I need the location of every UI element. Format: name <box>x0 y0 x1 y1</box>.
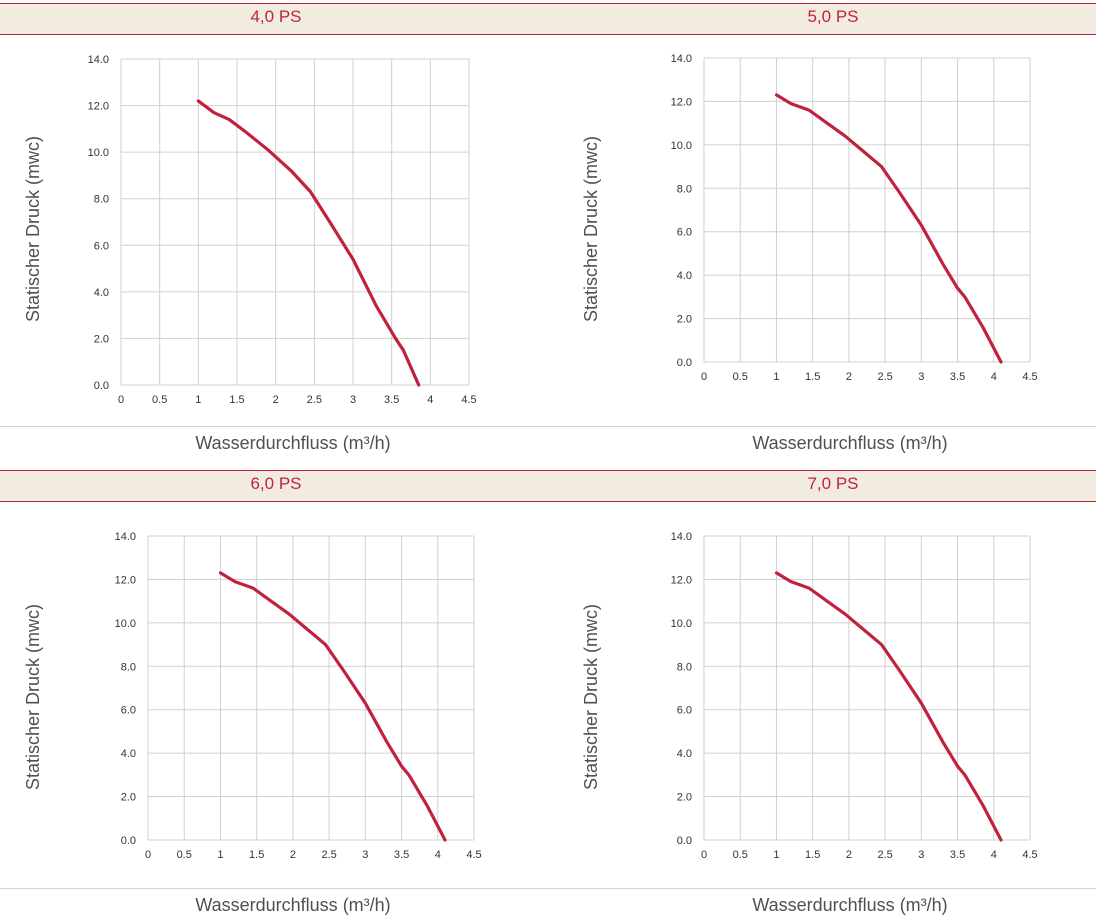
x-tick-label-4ps: 0.5 <box>152 394 167 406</box>
chart-title-5ps: 5,0 PS <box>807 7 859 26</box>
chart-row-1: 4,0 PS 5,0 PS Statischer Druck (mwc) Sta… <box>0 0 1096 458</box>
x-tick-label-5ps: 4.5 <box>1022 371 1037 383</box>
x-tick-label-4ps: 4.5 <box>461 394 476 406</box>
x-tick-label-5ps: 2.5 <box>877 371 892 383</box>
x-tick-label-5ps: 0 <box>701 371 707 383</box>
y-tick-label-5ps: 10.0 <box>671 140 692 152</box>
x-tick-label-4ps: 0 <box>118 394 124 406</box>
y-tick-label-7ps: 12.0 <box>671 574 692 586</box>
y-tick-label-4ps: 12.0 <box>88 101 109 113</box>
y-tick-label-4ps: 10.0 <box>88 147 109 159</box>
chart-7ps: 0 0.5 1 1.5 2 2.5 3 3.5 4 4.5 0.0 2.0 4.0 6.0 8.0 10.0 1… <box>671 531 1038 861</box>
x-tick-label-4ps: 3 <box>350 394 356 406</box>
x-tick-label-6ps: 3 <box>362 849 368 861</box>
y-tick-label-6ps: 14.0 <box>115 531 136 543</box>
x-tick-label-4ps: 3.5 <box>384 394 399 406</box>
x-tick-label-6ps: 4.5 <box>466 849 481 861</box>
x-tick-label-7ps: 0 <box>701 849 707 861</box>
chart-5ps: 0 0.5 1 1.5 2 2.5 3 3.5 4 4.5 0.0 2.0 4.0 6.0 8.0 10.0 1… <box>671 53 1038 383</box>
chart-row-2: 6,0 PS 7,0 PS Statischer Druck (mwc) Sta… <box>0 458 1096 917</box>
y-tick-label-5ps: 12.0 <box>671 96 692 108</box>
y-tick-label-5ps: 4.0 <box>677 270 692 282</box>
y-tick-label-4ps: 8.0 <box>94 194 109 206</box>
y-tick-label-7ps: 6.0 <box>677 705 692 717</box>
x-tick-label-7ps: 4.5 <box>1022 849 1037 861</box>
y-tick-label-5ps: 14.0 <box>671 53 692 65</box>
x-tick-label-6ps: 1 <box>217 849 223 861</box>
x-tick-label-5ps: 3.5 <box>950 371 965 383</box>
y-tick-label-6ps: 4.0 <box>121 748 136 760</box>
x-axis-title-6ps: Wasserdurchfluss (m³/h) <box>195 895 391 915</box>
x-tick-label-6ps: 3.5 <box>394 849 409 861</box>
row-2-separator <box>0 888 1096 889</box>
x-tick-label-6ps: 0 <box>145 849 151 861</box>
x-tick-label-4ps: 1.5 <box>229 394 244 406</box>
x-tick-label-7ps: 3 <box>918 849 924 861</box>
pressure-curve-6ps <box>218 571 447 842</box>
x-tick-label-5ps: 2 <box>846 371 852 383</box>
y-tick-label-7ps: 8.0 <box>677 661 692 673</box>
y-tick-label-7ps: 0.0 <box>677 835 692 847</box>
title-band-2 <box>0 470 1096 502</box>
x-tick-label-7ps: 2.5 <box>877 849 892 861</box>
y-tick-label-7ps: 10.0 <box>671 618 692 630</box>
y-tick-label-5ps: 6.0 <box>677 227 692 239</box>
y-tick-label-7ps: 2.0 <box>677 792 692 804</box>
y-tick-label-6ps: 12.0 <box>115 574 136 586</box>
x-tick-label-4ps: 4 <box>427 394 433 406</box>
x-tick-label-5ps: 1.5 <box>805 371 820 383</box>
x-tick-label-7ps: 1.5 <box>805 849 820 861</box>
y-tick-label-6ps: 2.0 <box>121 792 136 804</box>
x-tick-label-6ps: 0.5 <box>177 849 192 861</box>
y-tick-label-5ps: 8.0 <box>677 183 692 195</box>
pressure-curve-4ps <box>196 99 421 387</box>
y-tick-label-7ps: 14.0 <box>671 531 692 543</box>
x-tick-label-7ps: 3.5 <box>950 849 965 861</box>
pressure-curve-5ps <box>774 93 1003 364</box>
y-tick-label-6ps: 0.0 <box>121 835 136 847</box>
x-tick-label-7ps: 4 <box>991 849 997 861</box>
x-tick-label-4ps: 2 <box>273 394 279 406</box>
x-axis-title-7ps: Wasserdurchfluss (m³/h) <box>752 895 948 915</box>
x-tick-label-7ps: 1 <box>773 849 779 861</box>
chart-title-6ps: 6,0 PS <box>250 474 302 493</box>
x-tick-label-5ps: 3 <box>918 371 924 383</box>
y-tick-label-4ps: 2.0 <box>94 333 109 345</box>
x-tick-label-6ps: 2.5 <box>321 849 336 861</box>
x-tick-label-4ps: 1 <box>195 394 201 406</box>
y-tick-label-5ps: 2.0 <box>677 314 692 326</box>
x-tick-label-4ps: 2.5 <box>307 394 322 406</box>
chart-title-7ps: 7,0 PS <box>807 474 859 493</box>
x-tick-label-6ps: 1.5 <box>249 849 264 861</box>
x-axis-title-4ps: Wasserdurchfluss (m³/h) <box>195 433 391 453</box>
chart-6ps: 0 0.5 1 1.5 2 2.5 3 3.5 4 4.5 0.0 2.0 4.0 6.0 8.0 10.0 1… <box>115 531 482 861</box>
y-tick-label-5ps: 0.0 <box>677 357 692 369</box>
title-band-1 <box>0 3 1096 35</box>
y-tick-label-7ps: 4.0 <box>677 748 692 760</box>
pressure-curve-7ps <box>774 571 1003 842</box>
x-tick-label-6ps: 2 <box>290 849 296 861</box>
row-1-separator <box>0 426 1096 427</box>
x-tick-label-5ps: 4 <box>991 371 997 383</box>
y-tick-label-6ps: 10.0 <box>115 618 136 630</box>
x-tick-label-5ps: 0.5 <box>733 371 748 383</box>
x-tick-label-5ps: 1 <box>773 371 779 383</box>
x-tick-label-7ps: 0.5 <box>733 849 748 861</box>
x-tick-label-6ps: 4 <box>435 849 441 861</box>
y-tick-label-4ps: 0.0 <box>94 380 109 392</box>
y-tick-label-4ps: 6.0 <box>94 240 109 252</box>
y-tick-label-4ps: 4.0 <box>94 287 109 299</box>
x-axis-title-5ps: Wasserdurchfluss (m³/h) <box>752 433 948 453</box>
y-tick-label-4ps: 14.0 <box>88 54 109 66</box>
y-tick-label-6ps: 8.0 <box>121 661 136 673</box>
y-tick-label-6ps: 6.0 <box>121 705 136 717</box>
chart-title-4ps: 4,0 PS <box>250 7 302 26</box>
chart-4ps: 0 0.5 1 1.5 2 2.5 3 3.5 4 4.5 0.0 2.0 4.0 6.0 8.0 10.0 1… <box>88 54 477 406</box>
x-tick-label-7ps: 2 <box>846 849 852 861</box>
